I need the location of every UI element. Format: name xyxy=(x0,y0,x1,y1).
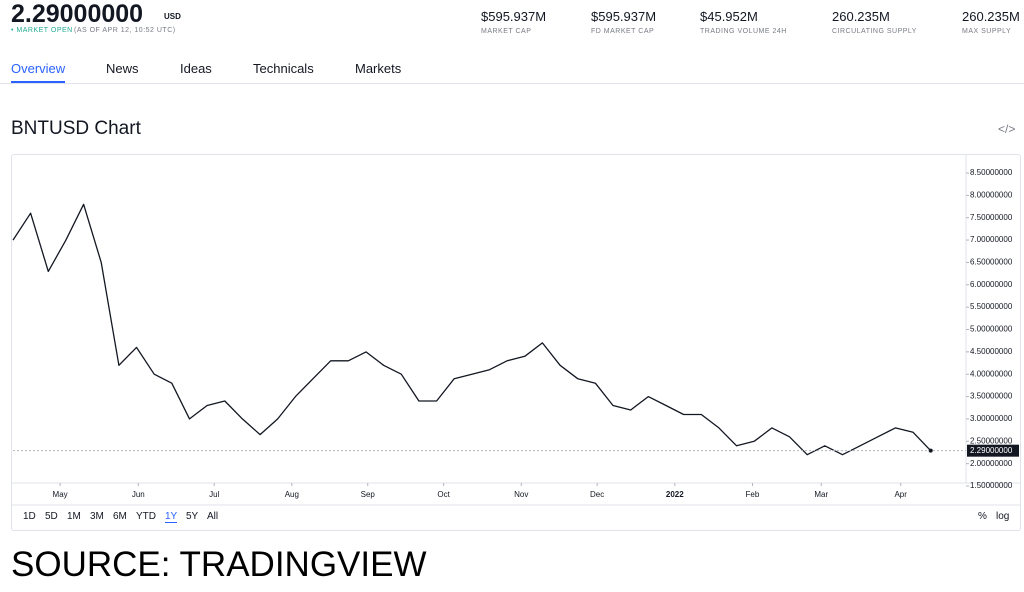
x-tick-label: May xyxy=(53,490,68,499)
embed-button[interactable]: </> xyxy=(998,122,1016,136)
y-tick-label: 8.50000000 xyxy=(970,168,1013,177)
range-button[interactable]: 6M xyxy=(113,511,127,522)
range-button[interactable]: 5D xyxy=(45,511,58,522)
tab-underline xyxy=(11,81,65,83)
stat-label: TRADING VOLUME 24H xyxy=(700,28,787,35)
market-status: • MARKET OPEN xyxy=(11,27,73,34)
range-button[interactable]: 1D xyxy=(23,511,36,522)
range-button[interactable]: 1Y xyxy=(165,511,178,523)
x-tick-label: Sep xyxy=(361,490,376,499)
y-tick-label: 2.00000000 xyxy=(970,459,1013,468)
stat-label: MAX SUPPLY xyxy=(962,28,1012,35)
stat-label: MARKET CAP xyxy=(481,28,532,35)
y-tick-label: 5.00000000 xyxy=(970,325,1013,334)
y-tick-label: 2.50000000 xyxy=(970,436,1013,445)
tab[interactable]: News xyxy=(106,61,139,76)
chart-panel: 1.50000000 2.00000000 2.50000000 3.00000000… xyxy=(11,154,1021,531)
x-tick-label: 2022 xyxy=(666,490,684,499)
x-tick-label: Feb xyxy=(746,490,760,499)
tab[interactable]: Overview xyxy=(11,61,66,76)
stat-value: $595.937M xyxy=(481,9,547,24)
y-tick-label: 6.00000000 xyxy=(970,280,1013,289)
last-price-label: 2.29000000 xyxy=(970,446,1013,455)
chart-title: BNTUSD Chart xyxy=(11,118,141,139)
y-tick-label: 3.50000000 xyxy=(970,392,1013,401)
as-of: (AS OF APR 12, 10:52 UTC) xyxy=(74,27,176,34)
scale-option[interactable]: % xyxy=(978,511,987,522)
y-tick-label: 1.50000000 xyxy=(970,481,1013,490)
range-button[interactable]: 5Y xyxy=(186,511,199,522)
x-tick-label: Aug xyxy=(285,490,299,499)
stat-value: $595.937M xyxy=(591,9,657,24)
stat-value: 260.235M xyxy=(832,9,890,24)
tab-divider xyxy=(0,83,1024,84)
y-tick-label: 4.00000000 xyxy=(970,369,1013,378)
last-price-box xyxy=(967,444,1019,457)
range-button[interactable]: YTD xyxy=(136,511,156,522)
currency: USD xyxy=(164,12,181,21)
scale-option[interactable]: log xyxy=(996,511,1010,522)
y-tick-label: 3.00000000 xyxy=(970,414,1013,423)
y-tick-label: 4.50000000 xyxy=(970,347,1013,356)
x-tick-label: Jul xyxy=(209,490,219,499)
y-tick-label: 6.50000000 xyxy=(970,258,1013,267)
y-tick-label: 5.50000000 xyxy=(970,302,1013,311)
x-tick-label: Dec xyxy=(590,490,604,499)
x-tick-label: Nov xyxy=(514,490,528,499)
x-tick-label: Jun xyxy=(132,490,145,499)
x-tick-label: Mar xyxy=(814,490,828,499)
price: 2.29000000 xyxy=(11,0,144,28)
source: SOURCE: TRADINGVIEW xyxy=(11,545,427,584)
chart: 1.50000000 2.00000000 2.50000000 3.00000000… xyxy=(12,155,1020,506)
stat-label: FD MARKET CAP xyxy=(591,28,655,35)
tab[interactable]: Ideas xyxy=(180,61,212,76)
stat-value: $45.952M xyxy=(700,9,758,24)
y-tick-label: 7.50000000 xyxy=(970,213,1013,222)
y-tick-label: 7.00000000 xyxy=(970,235,1013,244)
stat-label: CIRCULATING SUPPLY xyxy=(832,28,917,35)
price-line xyxy=(12,203,932,456)
y-tick-label: 8.00000000 xyxy=(970,190,1013,199)
x-tick-label: Oct xyxy=(437,490,450,499)
stat-value: 260.235M xyxy=(962,9,1020,24)
range-button[interactable]: 3M xyxy=(90,511,104,522)
range-button[interactable]: 1M xyxy=(67,511,81,522)
x-tick-label: Apr xyxy=(894,490,907,499)
tab[interactable]: Technicals xyxy=(253,61,314,76)
range-button[interactable]: All xyxy=(207,511,219,522)
tab[interactable]: Markets xyxy=(355,61,402,76)
last-point xyxy=(928,448,933,453)
